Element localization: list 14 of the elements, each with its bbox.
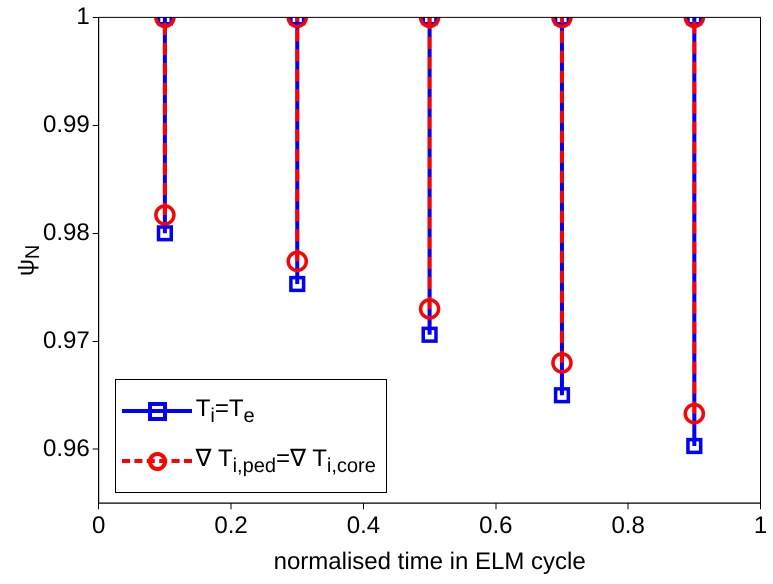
- x-tick-label: 0: [92, 512, 106, 540]
- x-axis-title: normalised time in ELM cycle: [274, 548, 586, 576]
- x-tick-label: 0.2: [214, 512, 248, 540]
- y-tick-label: 0.96: [42, 434, 90, 462]
- x-tick-label: 0.4: [346, 512, 380, 540]
- x-tick-label: 0.8: [611, 512, 645, 540]
- legend-label: ∇ T$_{i,ped}$=∇ T$_{i,core}$: [196, 444, 376, 478]
- y-tick-label: 0.98: [42, 218, 90, 246]
- y-tick-label: 0.97: [42, 326, 90, 354]
- legend-label: T$_{i}$=T$_{e}$: [196, 394, 255, 428]
- y-tick-label: 1: [76, 3, 90, 30]
- x-tick-label: 0.6: [479, 512, 512, 540]
- x-tick-label: 1: [754, 512, 768, 540]
- y-tick-label: 0.99: [42, 110, 90, 138]
